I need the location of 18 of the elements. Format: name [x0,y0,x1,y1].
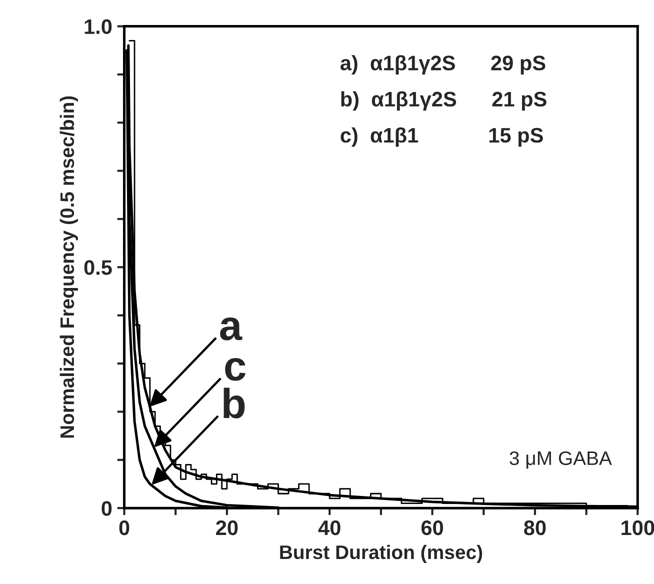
annotation: b [224,388,245,418]
x-tick-label: 80 [524,520,546,536]
y-tick-label: 0.5 [84,260,112,275]
annotation: a [220,318,242,340]
x-axis-title: Burst Duration (msec) [280,544,482,563]
annotation: c) α1β1 15 pS [340,127,543,147]
x-tick-label: 100 [622,520,654,536]
y-tick-label: 0 [102,501,112,516]
x-tick-label: 0 [119,520,130,536]
annotation: a) α1β1γ2S 29 pS [340,55,546,75]
x-tick-label: 60 [421,520,444,536]
annotation: 3 μM GABA [510,451,612,469]
x-tick-label: 40 [318,520,340,536]
y-axis-title: Normalized Frequency (0.5 msec/bin) [60,96,78,438]
annotation: b) α1β1γ2S 21 pS [341,91,546,111]
x-tick-label: 20 [216,520,238,536]
annotation: c [225,358,246,381]
y-tick-label: 1.0 [84,19,112,34]
